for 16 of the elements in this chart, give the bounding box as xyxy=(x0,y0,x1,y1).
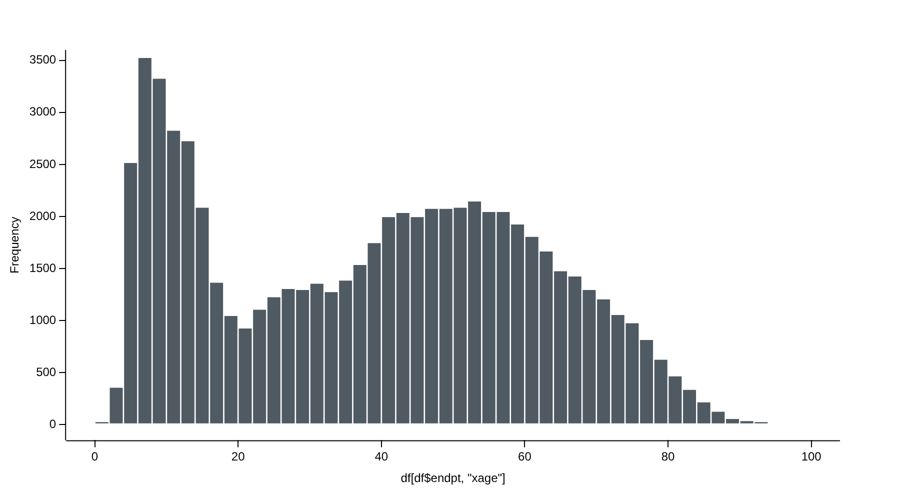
y-tick-label: 1500 xyxy=(29,260,56,275)
x-tick-label: 80 xyxy=(661,450,676,464)
x-tick-label: 20 xyxy=(231,450,246,464)
y-tick-label: 2500 xyxy=(29,156,56,171)
y-axis-title: Frequency xyxy=(8,216,22,274)
y-tick-label: 3000 xyxy=(29,104,56,119)
y-tick-label: 3500 xyxy=(29,52,56,67)
y-tick-label: 2000 xyxy=(29,208,56,223)
y-tick-label: 500 xyxy=(36,364,56,379)
x-tick-label: 0 xyxy=(91,450,98,464)
x-tick-label: 40 xyxy=(374,450,388,464)
x-tick-label: 60 xyxy=(518,450,532,464)
y-tick-label: 0 xyxy=(49,416,56,431)
x-tick-label: 100 xyxy=(801,450,822,464)
x-axis-title: df[df$endpt, "xage"] xyxy=(400,471,506,486)
y-tick-label: 1000 xyxy=(29,312,56,327)
